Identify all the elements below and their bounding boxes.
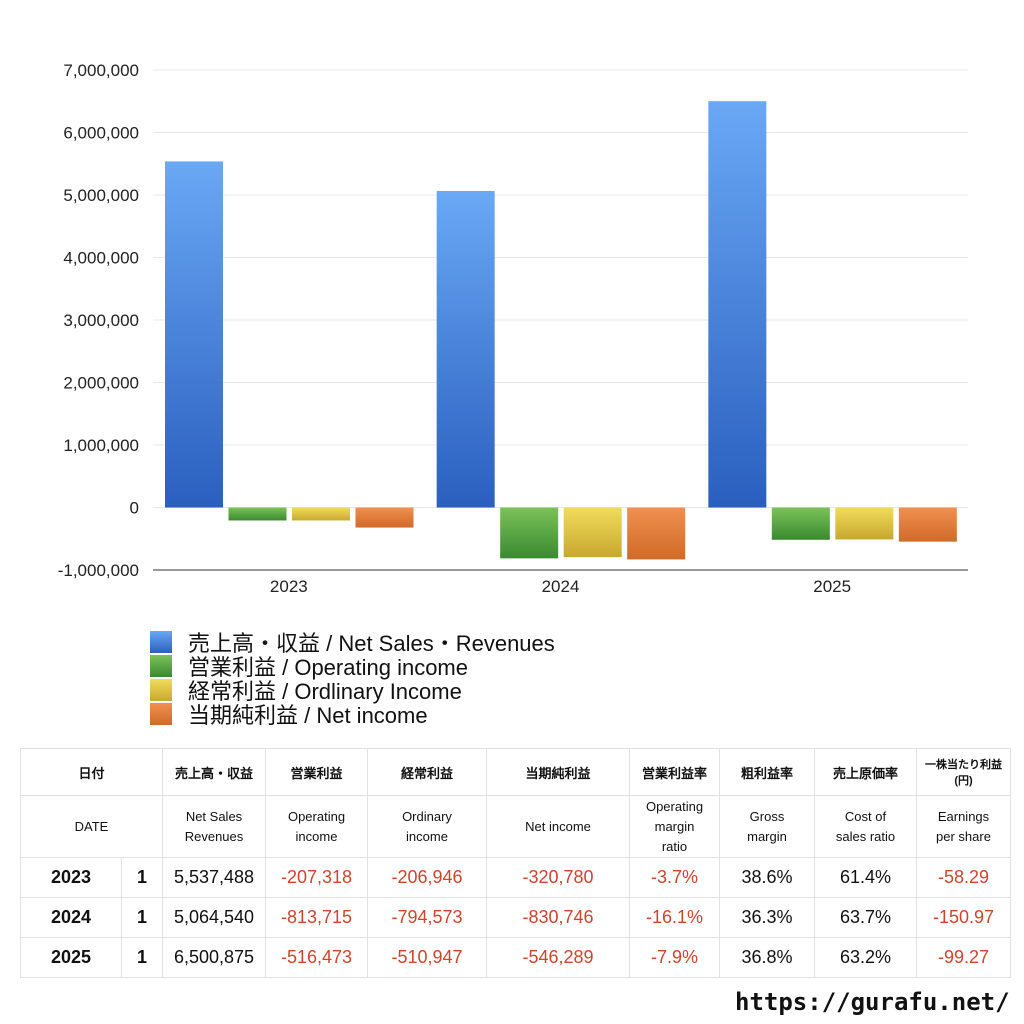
legend-label: 売上高・収益 / Net Sales・Revenues (188, 631, 555, 656)
column-header-en: Earnings per share (916, 795, 1011, 858)
column-header-en: Net income (486, 795, 630, 858)
table-cell: 1 (121, 857, 163, 898)
table-cell: -3.7% (629, 857, 720, 898)
bar-2024-series-0 (436, 190, 495, 508)
table-cell: 38.6% (719, 857, 815, 898)
column-header-jp: 売上原価率 (814, 748, 917, 796)
column-header-jp: 当期純利益 (486, 748, 630, 796)
bar-2025-series-0 (708, 101, 767, 508)
table-row: 2024 1 5,064,540 -813,715 -794,573 -830,746 -1… (20, 897, 1011, 938)
legend-item: 当期純利益 / Net income (150, 702, 555, 728)
legend-label: 当期純利益 / Net income (188, 703, 428, 728)
bar-2024-series-1 (500, 507, 559, 559)
table-cell: -7.9% (629, 937, 720, 978)
column-header-jp: 粗利益率 (719, 748, 815, 796)
column-header-jp: 日付 (20, 748, 163, 796)
bar-2023-series-0 (165, 161, 223, 508)
legend-swatch (150, 703, 172, 725)
table-cell: -546,289 (486, 937, 630, 978)
table-cell: -794,573 (367, 897, 487, 938)
table-cell: 36.3% (719, 897, 815, 938)
legend-swatch (150, 631, 172, 653)
legend-item: 営業利益 / Operating income (150, 654, 555, 680)
bar-2025-series-2 (835, 507, 894, 540)
table-cell: -150.97 (916, 897, 1011, 938)
bar-2023-series-1 (228, 507, 287, 521)
bar-2023-series-3 (355, 507, 414, 528)
legend-label: 経常利益 / Ordlinary Income (188, 679, 462, 704)
table-cell: -516,473 (265, 937, 368, 978)
bar-2025-series-1 (771, 507, 830, 540)
table-cell: 1 (121, 937, 163, 978)
column-header-en: DATE (20, 795, 163, 858)
column-header-en: Cost of sales ratio (814, 795, 917, 858)
y-tick-label: 1,000,000 (63, 436, 139, 455)
bar-2024-series-3 (627, 507, 686, 560)
chart-legend: 売上高・収益 / Net Sales・Revenues 営業利益 / Operat… (150, 630, 555, 728)
legend-swatch (150, 655, 172, 677)
x-tick-label: 2025 (813, 577, 851, 596)
table-cell: 36.8% (719, 937, 815, 978)
legend-label: 営業利益 / Operating income (188, 655, 468, 680)
table-cell: 1 (121, 897, 163, 938)
table-cell: -320,780 (486, 857, 630, 898)
table-cell: 61.4% (814, 857, 917, 898)
table-cell: -99.27 (916, 937, 1011, 978)
y-tick-label: -1,000,000 (58, 561, 139, 580)
table-cell: -207,318 (265, 857, 368, 898)
legend-swatch (150, 679, 172, 701)
table-cell: -206,946 (367, 857, 487, 898)
legend-item: 売上高・収益 / Net Sales・Revenues (150, 630, 555, 656)
column-header-en: Gross margin (719, 795, 815, 858)
bar-2023-series-2 (292, 507, 350, 521)
y-tick-label: 3,000,000 (63, 311, 139, 330)
table-row: 2023 1 5,537,488 -207,318 -206,946 -320,780 -3… (20, 857, 1011, 898)
column-header-jp: 営業利益率 (629, 748, 720, 796)
y-tick-label: 4,000,000 (63, 249, 139, 268)
column-header-jp: 一株当たり利益 (円) (916, 748, 1011, 796)
bar-2024-series-2 (563, 507, 622, 558)
y-tick-label: 0 (130, 499, 139, 518)
column-header-jp: 売上高・収益 (162, 748, 266, 796)
table-cell: 5,537,488 (162, 857, 266, 898)
table-cell: 2025 (20, 937, 122, 978)
column-header-en: Operating margin ratio (629, 795, 720, 858)
table-cell: 2024 (20, 897, 122, 938)
table-cell: -813,715 (265, 897, 368, 938)
table-cell: -510,947 (367, 937, 487, 978)
table-cell: 63.2% (814, 937, 917, 978)
table-cell: 63.7% (814, 897, 917, 938)
bar-2025-series-3 (898, 507, 957, 542)
x-tick-label: 2024 (542, 577, 580, 596)
y-tick-label: 5,000,000 (63, 186, 139, 205)
column-header-jp: 経常利益 (367, 748, 487, 796)
bar-chart: 7,000,000 6,000,000 5,000,000 4,000,000 3,00… (58, 61, 968, 596)
financial-table: 日付 売上高・収益 営業利益 経常利益 当期純利益 営業利益率 粗利益率 売上原価率 一株当たり… (20, 748, 1011, 978)
table-row: 2025 1 6,500,875 -516,473 -510,947 -546,289 -7… (20, 937, 1011, 978)
table-cell: -16.1% (629, 897, 720, 938)
y-tick-label: 6,000,000 (63, 124, 139, 143)
table-cell: 5,064,540 (162, 897, 266, 938)
table-cell: 2023 (20, 857, 122, 898)
column-header-en: Ordinary income (367, 795, 487, 858)
column-header-jp: 営業利益 (265, 748, 368, 796)
column-header-en: Net Sales Revenues (162, 795, 266, 858)
y-tick-label: 2,000,000 (63, 374, 139, 393)
column-header-en: Operating income (265, 795, 368, 858)
legend-item: 経常利益 / Ordlinary Income (150, 678, 555, 704)
table-cell: -830,746 (486, 897, 630, 938)
site-url[interactable]: https://gurafu.net/ (735, 988, 1010, 1016)
x-tick-label: 2023 (270, 577, 308, 596)
table-cell: 6,500,875 (162, 937, 266, 978)
y-tick-label: 7,000,000 (63, 61, 139, 80)
table-cell: -58.29 (916, 857, 1011, 898)
